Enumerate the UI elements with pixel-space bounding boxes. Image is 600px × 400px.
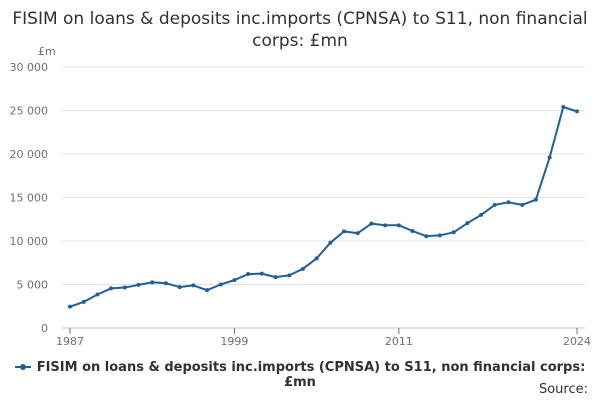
data-point xyxy=(95,292,100,297)
data-point xyxy=(122,285,127,290)
data-point xyxy=(191,283,196,288)
legend-label: FISIM on loans & deposits inc.imports (C… xyxy=(36,360,586,390)
y-tick-label: 20 000 xyxy=(10,148,49,161)
data-point xyxy=(492,202,497,207)
data-point xyxy=(533,197,538,202)
data-point xyxy=(342,229,347,234)
data-point xyxy=(177,285,182,290)
x-tick-label: 2024 xyxy=(563,335,591,348)
chart-title: FISIM on loans & deposits inc.imports (C… xyxy=(12,9,588,51)
data-point xyxy=(205,288,210,293)
y-tick-label: 10 000 xyxy=(10,235,49,248)
data-point xyxy=(451,230,456,235)
x-tick-label: 1999 xyxy=(220,335,248,348)
data-point xyxy=(259,271,264,276)
data-point xyxy=(410,228,415,233)
series-layer xyxy=(68,105,579,309)
data-point xyxy=(273,275,278,280)
source-label: Source: xyxy=(538,382,588,397)
data-point xyxy=(506,200,511,205)
data-point xyxy=(575,109,579,114)
y-tick-label: 5 000 xyxy=(17,279,49,292)
data-point xyxy=(300,266,305,271)
data-point xyxy=(109,286,114,291)
data-point xyxy=(437,233,442,238)
data-point xyxy=(314,256,319,261)
data-point xyxy=(369,221,374,226)
y-tick-label: 25 000 xyxy=(10,105,49,118)
data-point xyxy=(246,272,251,277)
data-point xyxy=(81,299,86,304)
axes: £m 0 5 000 10 000 15 000 20 000 25 000 30 000 19… xyxy=(10,45,592,348)
gridlines xyxy=(62,66,585,285)
legend-marker xyxy=(14,363,31,370)
data-point xyxy=(561,105,566,110)
data-point xyxy=(328,240,333,245)
data-point xyxy=(287,273,292,278)
data-point xyxy=(424,234,429,239)
legend: FISIM on loans & deposits inc.imports (C… xyxy=(0,360,600,390)
y-tick-label: 15 000 xyxy=(10,192,49,205)
data-point xyxy=(465,221,470,226)
data-point xyxy=(163,281,168,286)
data-point xyxy=(396,223,401,228)
y-tick-label: 0 xyxy=(41,322,48,335)
data-point xyxy=(479,212,484,217)
data-point xyxy=(136,282,141,287)
x-tick-label: 1987 xyxy=(56,335,84,348)
y-tick-label: 30 000 xyxy=(10,61,49,74)
data-point xyxy=(547,155,552,160)
data-point xyxy=(355,231,360,236)
x-tick-label: 2011 xyxy=(385,335,413,348)
data-point xyxy=(68,304,72,309)
series-line xyxy=(69,106,578,308)
data-point xyxy=(150,280,155,285)
data-point xyxy=(232,278,237,283)
y-axis-unit-label: £m xyxy=(38,45,56,58)
data-point xyxy=(383,223,388,228)
data-point xyxy=(218,282,223,287)
data-point xyxy=(520,202,525,207)
